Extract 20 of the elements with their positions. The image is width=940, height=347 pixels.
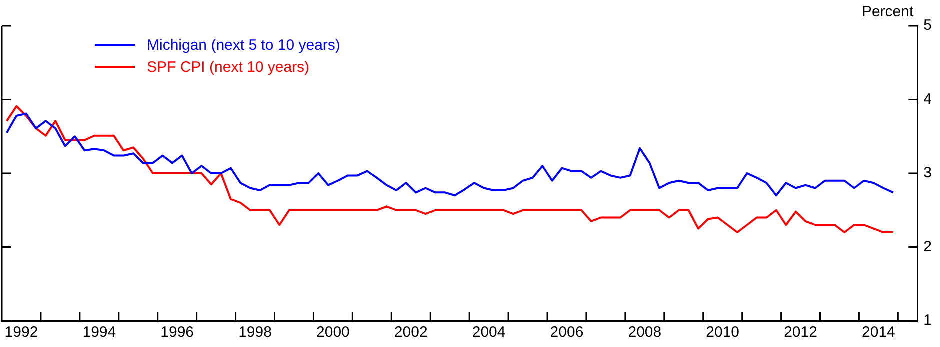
x-tick-label: 2012 — [784, 324, 818, 342]
y-tick-label: 3 — [924, 164, 932, 182]
y-tick-label: 5 — [924, 17, 932, 34]
y-tick-label: 2 — [924, 238, 932, 256]
x-tick-label: 2006 — [550, 324, 584, 342]
y-axis-title: Percent — [862, 4, 914, 21]
x-tick-label: 2008 — [628, 324, 662, 342]
x-tick-label: 2000 — [316, 324, 350, 342]
x-tick-label: 1992 — [4, 324, 38, 342]
x-tick-label: 2004 — [472, 324, 506, 342]
x-tick-label: 2014 — [862, 324, 896, 342]
x-tick-label: 1998 — [238, 324, 272, 342]
legend-label: SPF CPI (next 10 years) — [147, 58, 310, 76]
x-tick-label: 2002 — [394, 324, 428, 342]
x-tick-label: 1996 — [160, 324, 194, 342]
legend-label: Michigan (next 5 to 10 years) — [147, 36, 340, 54]
y-tick-label: 1 — [924, 312, 932, 330]
x-tick-label: 1994 — [82, 324, 116, 342]
y-tick-label: 4 — [924, 90, 932, 108]
x-tick-label: 2010 — [706, 324, 740, 342]
